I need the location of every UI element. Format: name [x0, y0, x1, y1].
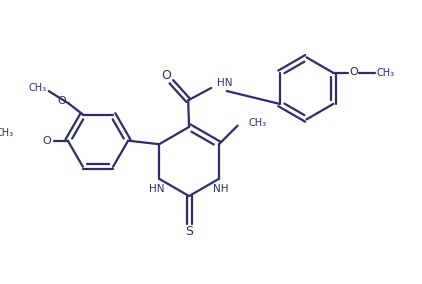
- Text: HN: HN: [216, 78, 232, 89]
- Text: HN: HN: [149, 183, 165, 193]
- Text: S: S: [185, 225, 193, 238]
- Text: CH₃: CH₃: [0, 128, 14, 138]
- Text: O: O: [349, 67, 358, 78]
- Text: CH₃: CH₃: [248, 118, 266, 128]
- Text: NH: NH: [214, 183, 229, 193]
- Text: O: O: [161, 70, 171, 82]
- Text: O: O: [43, 136, 51, 146]
- Text: CH₃: CH₃: [376, 68, 395, 78]
- Text: O: O: [58, 96, 67, 106]
- Text: CH₃: CH₃: [28, 83, 46, 93]
